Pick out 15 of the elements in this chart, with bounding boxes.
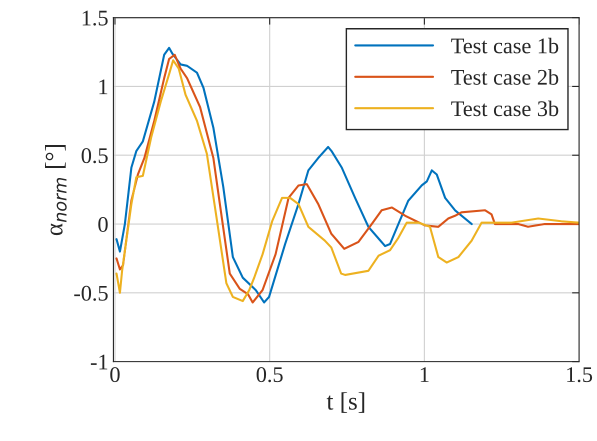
legend-label: Test case 2b <box>451 69 558 85</box>
y-tick-label: -0.5 <box>74 286 108 301</box>
y-tick-label: 1.5 <box>82 10 108 26</box>
x-axis-title: t [s] <box>326 392 364 413</box>
x-tick-label: 1.5 <box>567 367 592 382</box>
x-tick-label: 1 <box>420 367 429 382</box>
x-tick-label: 0 <box>110 367 120 382</box>
x-tick-label: 0.5 <box>256 367 283 382</box>
y-tick-label: 0 <box>98 216 108 232</box>
y-tick-label: 0.5 <box>82 148 108 164</box>
y-axis-title: α$_{norm}$ [°] <box>45 145 67 236</box>
y-tick-label: -1 <box>90 354 108 370</box>
legend-label: Test case 3b <box>451 100 558 116</box>
legend-label: Test case 1b <box>451 38 558 54</box>
y-tick-label: 1 <box>99 79 108 94</box>
